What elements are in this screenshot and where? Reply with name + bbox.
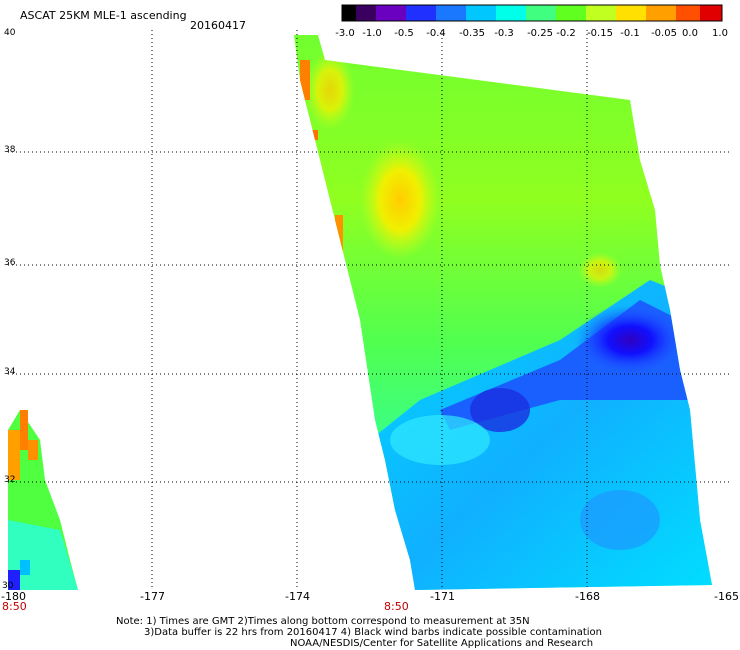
colorbar-label: -0.15	[587, 28, 613, 39]
colorbar-label: -0.25	[527, 28, 553, 39]
colorbar-label: -3.0	[335, 28, 355, 39]
time-label: 8:50	[2, 600, 27, 613]
colorbar-label: -0.3	[494, 28, 514, 39]
lon-label: -171	[430, 590, 455, 603]
lon-label: -177	[140, 590, 165, 603]
note-line-2: 3)Data buffer is 22 hrs from 20160417 4)…	[144, 627, 602, 638]
main-swath	[294, 35, 712, 590]
colorbar-label: 0.0	[682, 28, 698, 39]
lat-label: 30	[2, 581, 14, 591]
colorbar-label: -0.35	[459, 28, 485, 39]
map-title: ASCAT 25KM MLE-1 ascending	[20, 9, 187, 22]
note-line-3: NOAA/NESDIS/Center for Satellite Applica…	[290, 638, 594, 649]
colorbar	[341, 4, 723, 22]
note-line-1: Note: 1) Times are GMT 2)Times along bot…	[116, 616, 530, 627]
lat-label: 38	[4, 145, 16, 155]
colorbar-label: -0.5	[394, 28, 414, 39]
colorbar-label: -0.05	[651, 28, 677, 39]
lon-label: -168	[575, 590, 600, 603]
colorbar-label: 1.0	[712, 28, 728, 39]
lon-label: -174	[285, 590, 310, 603]
left-swath	[8, 410, 78, 590]
colorbar-label: -0.4	[426, 28, 446, 39]
lat-label: 34	[4, 367, 16, 377]
lat-label: 32	[4, 475, 16, 485]
colorbar-label: -1.0	[362, 28, 382, 39]
time-label: 8:50	[384, 600, 409, 613]
lat-label: 36	[4, 258, 16, 268]
lon-label: -165	[714, 590, 739, 603]
lon-label: -180	[1, 590, 26, 603]
colorbar-label: -0.2	[556, 28, 576, 39]
lat-label: 40	[4, 28, 16, 38]
map-date: 20160417	[190, 19, 246, 32]
colorbar-label: -0.1	[620, 28, 640, 39]
grid-lines	[8, 30, 730, 590]
